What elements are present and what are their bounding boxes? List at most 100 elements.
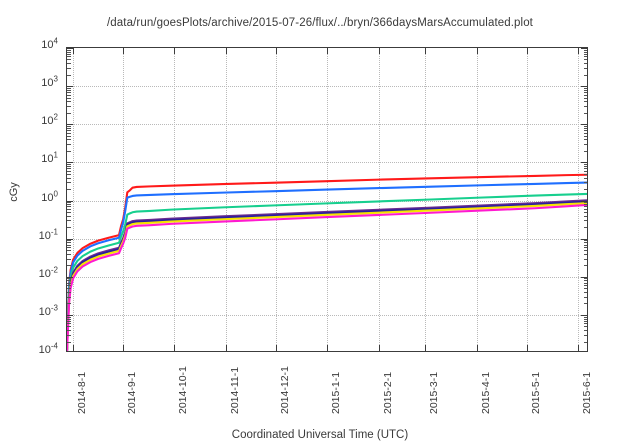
y-tick-minor bbox=[583, 182, 587, 184]
y-tick-minor bbox=[583, 87, 587, 89]
y-tick-minor bbox=[67, 227, 71, 229]
y-tick-minor bbox=[583, 285, 587, 287]
y-tick-minor bbox=[583, 144, 587, 146]
x-tick-mark bbox=[327, 48, 329, 54]
y-tick-minor bbox=[583, 282, 587, 284]
y-tick-minor bbox=[67, 135, 71, 137]
x-tick-mark bbox=[476, 48, 478, 54]
y-tick-minor bbox=[583, 320, 587, 322]
y-tick-minor bbox=[67, 211, 71, 213]
y-tick-mark bbox=[67, 124, 73, 126]
y-tick-minor bbox=[583, 125, 587, 127]
x-tick-label: 2014-8-1 bbox=[76, 371, 89, 414]
x-tick-label: 2014-11-1 bbox=[228, 366, 241, 414]
y-tick-minor bbox=[583, 291, 587, 293]
y-tick-minor bbox=[67, 51, 71, 53]
gridline-vertical bbox=[123, 48, 125, 351]
y-tick-minor bbox=[67, 67, 71, 69]
plot-inner bbox=[67, 48, 587, 351]
gridline-vertical bbox=[578, 48, 580, 351]
gridline-horizontal bbox=[67, 86, 587, 88]
y-tick-minor bbox=[67, 244, 71, 246]
y-tick-label: 10-3 bbox=[38, 303, 58, 318]
y-tick-label: 104 bbox=[41, 36, 58, 51]
y-tick-minor bbox=[67, 127, 71, 129]
y-tick-minor bbox=[67, 240, 71, 242]
y-tick-minor bbox=[583, 168, 587, 170]
gridline-horizontal bbox=[67, 276, 587, 278]
x-tick-mark bbox=[73, 48, 75, 54]
y-tick-minor bbox=[583, 240, 587, 242]
y-tick-minor bbox=[583, 334, 587, 336]
y-tick-minor bbox=[67, 144, 71, 146]
y-tick-minor bbox=[67, 323, 71, 325]
x-tick-label: 2015-3-1 bbox=[428, 371, 441, 414]
y-tick-minor bbox=[67, 97, 71, 99]
y-tick-minor bbox=[67, 208, 71, 210]
y-tick-minor bbox=[67, 253, 71, 255]
y-tick-minor bbox=[583, 166, 587, 168]
y-tick-minor bbox=[67, 318, 71, 320]
y-tick-minor bbox=[67, 265, 71, 267]
y-tick-minor bbox=[67, 182, 71, 184]
y-tick-minor bbox=[67, 341, 71, 343]
y-tick-minor bbox=[583, 341, 587, 343]
y-tick-minor bbox=[583, 106, 587, 108]
y-tick-minor bbox=[583, 323, 587, 325]
gridline-horizontal bbox=[67, 314, 587, 316]
y-tick-mark bbox=[67, 162, 73, 164]
y-tick-minor bbox=[583, 173, 587, 175]
series-green bbox=[67, 192, 587, 351]
y-tick-minor bbox=[583, 112, 587, 114]
y-tick-minor bbox=[67, 56, 71, 58]
y-tick-minor bbox=[583, 250, 587, 252]
y-tick-minor bbox=[583, 132, 587, 134]
y-tick-minor bbox=[67, 101, 71, 103]
gridline-vertical bbox=[275, 48, 277, 351]
y-tick-minor bbox=[583, 101, 587, 103]
x-tick-mark bbox=[275, 48, 277, 54]
y-tick-minor bbox=[583, 92, 587, 94]
y-tick-mark bbox=[581, 124, 587, 126]
series-red bbox=[67, 173, 587, 351]
x-tick-label: 2015-5-1 bbox=[529, 371, 542, 414]
x-axis-label: Coordinated Universal Time (UTC) bbox=[231, 429, 409, 441]
series-blue bbox=[67, 181, 587, 351]
y-tick-minor bbox=[583, 316, 587, 318]
y-tick-mark bbox=[67, 238, 73, 240]
x-tick-mark bbox=[578, 345, 580, 351]
y-tick-minor bbox=[67, 87, 71, 89]
y-tick-label: 10-2 bbox=[38, 265, 58, 280]
y-tick-minor bbox=[67, 206, 71, 208]
x-tick-mark bbox=[275, 345, 277, 351]
x-tick-mark bbox=[174, 48, 176, 54]
x-tick-mark bbox=[123, 345, 125, 351]
y-tick-minor bbox=[67, 303, 71, 305]
y-tick-minor bbox=[583, 202, 587, 204]
y-tick-mark bbox=[581, 48, 587, 49]
y-tick-minor bbox=[583, 67, 587, 69]
x-tick-mark bbox=[378, 345, 380, 351]
y-tick-minor bbox=[67, 173, 71, 175]
y-tick-minor bbox=[583, 127, 587, 129]
y-tick-minor bbox=[67, 94, 71, 96]
y-tick-minor bbox=[583, 258, 587, 260]
y-tick-minor bbox=[67, 330, 71, 332]
y-tick-minor bbox=[67, 189, 71, 191]
y-tick-minor bbox=[583, 330, 587, 332]
series-lines bbox=[67, 173, 587, 351]
x-tick-mark bbox=[378, 48, 380, 54]
y-tick-minor bbox=[583, 253, 587, 255]
y-tick-minor bbox=[583, 220, 587, 222]
x-tick-label: 2014-9-1 bbox=[126, 371, 139, 414]
y-tick-minor bbox=[583, 63, 587, 65]
y-tick-minor bbox=[67, 288, 71, 290]
x-tick-mark bbox=[174, 345, 176, 351]
y-tick-minor bbox=[583, 318, 587, 320]
y-tick-minor bbox=[67, 106, 71, 108]
y-tick-mark bbox=[67, 314, 73, 316]
x-tick-mark bbox=[123, 48, 125, 54]
y-tick-minor bbox=[583, 56, 587, 58]
y-tick-minor bbox=[583, 244, 587, 246]
